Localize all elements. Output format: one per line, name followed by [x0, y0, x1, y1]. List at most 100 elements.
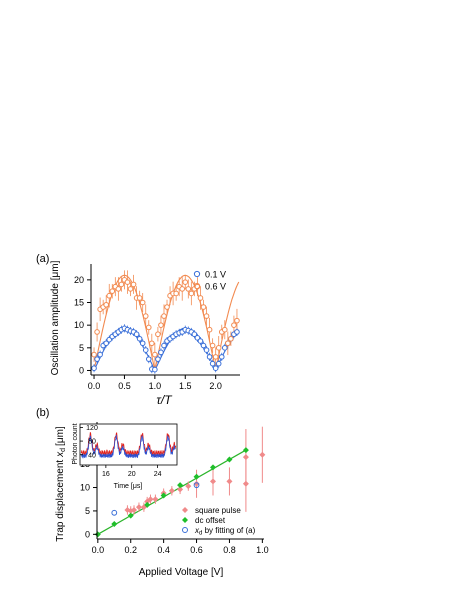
panel-b-diamond-point: [185, 483, 192, 490]
panel-b-legend: square pulse dc offset xd by fitting of …: [182, 506, 256, 537]
panel-a-x-tick-label: 0.5: [118, 381, 131, 391]
legend-label-0-6v: 0.6 V: [205, 282, 226, 292]
panel-a-point: [136, 335, 143, 342]
panel-b-diamond-point: [242, 447, 249, 454]
panel-a-point: [133, 331, 140, 338]
panel-a-point: [182, 279, 189, 285]
panel-a-data-points: [91, 277, 240, 373]
panel-a-point: [103, 340, 110, 347]
panel-b-x-tick-label: 0.6: [190, 545, 203, 555]
panel-a-point: [91, 351, 97, 358]
panel-a-point: [203, 313, 210, 319]
inset-trace-blue: [80, 434, 176, 459]
legend-marker-0-1v: [193, 270, 201, 278]
panel-a-point: [155, 331, 161, 338]
panel-a-x-tick-label: 1.0: [149, 381, 162, 391]
panel-a-point: [206, 326, 213, 333]
panel-a-point: [221, 326, 228, 333]
panel-a-point: [158, 349, 164, 356]
panel-a-point: [191, 331, 198, 338]
legend-xd-symbol: x: [194, 526, 200, 535]
panel-b-x-axis-title: Applied Voltage [V]: [139, 567, 224, 578]
panel-a-point: [161, 313, 167, 319]
panel-b-y-tick-label: 5: [85, 506, 90, 516]
panel-a-point: [124, 279, 131, 285]
legend-label-square-pulse: square pulse: [195, 506, 241, 515]
panel-a-point: [145, 324, 152, 331]
panel-a-label: (a): [36, 253, 49, 265]
panel-a-point: [215, 360, 222, 367]
panel-b-diamond-point: [177, 486, 184, 493]
panel-b-diamond-point: [242, 480, 249, 487]
panel-a-point: [209, 360, 216, 367]
inset-y-ticks: 40 80 120: [80, 425, 98, 459]
panel-b-x-tick-label: 1.0: [256, 545, 269, 555]
inset-y-axis-title: Photon count: [72, 423, 79, 464]
panel-a-point: [179, 286, 186, 292]
panel-b-diamond-point: [177, 482, 184, 489]
panel-a-point: [200, 342, 207, 349]
panel-b-data-points: [94, 447, 266, 538]
inset-y-tick-label: 80: [88, 439, 96, 446]
panel-a-point: [200, 304, 207, 310]
y-title-symbol: x: [55, 451, 66, 458]
panel-a-point: [197, 338, 204, 344]
panel-b-diamond-point: [135, 504, 142, 511]
panel-a-point: [218, 354, 225, 360]
panel-a-point: [152, 366, 158, 373]
panel-a-point: [185, 286, 192, 292]
panel-a-point: [212, 354, 219, 360]
panel-a-point: [234, 317, 240, 324]
panel-a-point: [212, 365, 219, 372]
panel-b-label: (b): [36, 407, 49, 419]
panel-a-point: [161, 342, 167, 349]
panel-a-point: [145, 356, 152, 362]
legend-xd-subscript: d: [199, 531, 202, 537]
panel-b-open-circle-point: [111, 509, 118, 516]
panel-b-diamond-point: [131, 506, 138, 513]
panel-b-diamond-point: [144, 501, 151, 508]
panel-b-diamond-point: [124, 506, 131, 513]
panel-a-y-axis-title: Oscillation amplitude [μm]: [50, 260, 61, 375]
panel-b-y-axis-title: Trap displacement xd [μm]: [55, 426, 67, 542]
inset-photon-count: 16 20 24 40 80 120 Time [μs] Photon count: [72, 423, 178, 490]
panel-b-y-tick-label: 10: [80, 483, 90, 493]
panel-b-diamond-point: [193, 473, 200, 480]
y-title-unit: [μm]: [55, 426, 66, 446]
panel-a-point: [206, 354, 213, 360]
legend-marker-dc-offset: [182, 517, 188, 523]
panel-b-diamond-point: [242, 454, 249, 461]
panel-b-diamond-point: [160, 492, 167, 499]
panel-a-point: [106, 292, 113, 299]
panel-a-legend: 0.1 V 0.6 V: [193, 270, 226, 292]
panel-a: (a) 0.0 0.5 1.0 1.5 2.0 0 5 10 15 20 τ/T Oscilla…: [36, 253, 240, 407]
panel-a-x-ticks: 0.0 0.5 1.0 1.5 2.0: [88, 375, 222, 391]
y-title-text: Trap displacement: [55, 460, 66, 542]
panel-b-diamond-point: [94, 531, 101, 538]
panel-b-diamond-point: [259, 451, 266, 458]
panel-b-diamond-point: [127, 512, 134, 519]
panel-b-diamond-point: [168, 487, 175, 494]
panel-a-point: [158, 322, 164, 328]
legend-label-xd-fit: xd by fitting of (a): [194, 526, 256, 537]
inset-x-tick-label: 20: [128, 471, 136, 478]
panel-a-point: [109, 288, 116, 294]
inset-x-tick-label: 24: [154, 471, 162, 478]
panel-b-y-tick-label: 0: [85, 529, 90, 539]
panel-a-y-tick-label: 5: [79, 343, 84, 353]
panel-b-diamond-point: [193, 480, 200, 487]
panel-b-x-tick-label: 0.2: [124, 545, 137, 555]
panel-b-diamond-point: [111, 521, 118, 528]
legend-label-0-1v: 0.1 V: [205, 270, 226, 280]
panel-a-point: [234, 329, 240, 335]
panel-b-open-circle-point: [193, 482, 200, 489]
panel-a-point: [142, 313, 149, 319]
panel-a-point: [152, 351, 158, 358]
panel-a-point: [197, 295, 204, 301]
panel-a-x-tick-label: 0.0: [88, 381, 101, 391]
panel-a-point: [94, 356, 100, 362]
y-title-subscript: d: [60, 448, 67, 452]
panel-b-x-tick-label: 0.4: [157, 545, 170, 555]
legend-xd-rest: by fitting of (a): [202, 526, 255, 535]
